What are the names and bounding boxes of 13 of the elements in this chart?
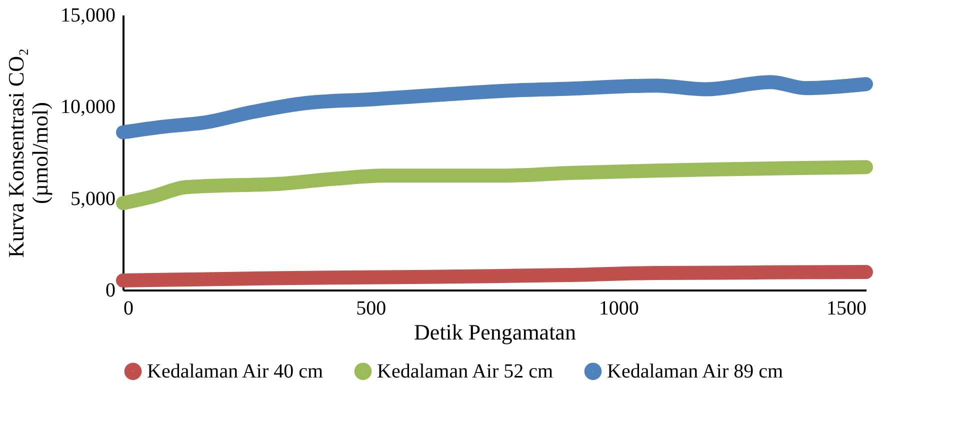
y-tick-label: 15,000 [60,4,116,26]
x-tick-label: 0 [124,298,134,320]
y-tick-label: 10,000 [60,96,116,118]
x-tick-label: 500 [356,298,386,320]
legend-label: Kedalaman Air 40 cm [147,360,324,382]
y-tick-label: 5,000 [70,188,116,210]
y-tick-label: 0 [106,280,116,302]
x-tick-label: 1500 [826,298,866,320]
x-tick-label: 1000 [598,298,639,320]
y-axis-title: Kurva Konsentrasi CO₂ (µmol/mol) [4,48,52,258]
x-axis-title: Detik Pengamatan [414,320,576,344]
legend-label: Kedalaman Air 89 cm [607,360,784,382]
legend-label: Kedalaman Air 52 cm [377,360,554,382]
